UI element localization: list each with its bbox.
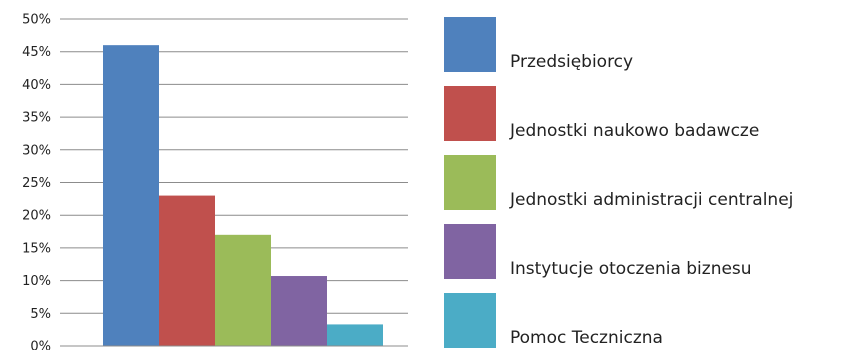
bar-5 [327,324,383,346]
y-tick-label: 30% [22,143,51,158]
y-tick-label: 35% [22,111,51,126]
y-tick-label: 40% [22,78,51,93]
bars [103,45,383,346]
y-tick-label: 10% [22,274,51,289]
bar-2 [159,195,215,346]
legend-label: Jednostki administracji centralnej [509,190,793,210]
y-tick-label: 15% [22,241,51,256]
y-axis-tick-labels: 0% 5% 10% 15% 20% 25% 30% 35% 40% 45% 50% [22,13,51,350]
legend-label: Pomoc Teczniczna [510,328,663,348]
legend-swatch [444,224,496,279]
y-tick-label: 25% [22,176,51,191]
y-tick-label: 45% [22,45,51,60]
legend-swatch [444,86,496,141]
legend-label: Jednostki naukowo badawcze [509,121,759,141]
bar-4 [271,276,327,346]
legend: Przedsiębiorcy Jednostki naukowo badawcze… [444,17,793,348]
y-tick-label: 50% [22,13,51,28]
y-tick-label: 5% [30,307,51,322]
legend-label: Instytucje otoczenia biznesu [510,259,752,279]
legend-swatch [444,17,496,72]
legend-swatch [444,293,496,348]
bar-1 [103,45,159,346]
bar-3 [215,234,271,346]
y-tick-label: 20% [22,209,51,224]
y-tick-label: 0% [30,340,51,350]
legend-swatch [444,155,496,210]
legend-label: Przedsiębiorcy [510,52,633,72]
